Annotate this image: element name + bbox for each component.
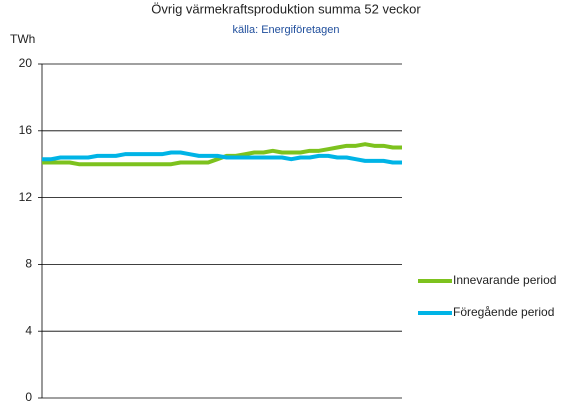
series-line — [42, 150, 402, 165]
legend-label: Innevarande period — [453, 273, 556, 287]
y-axis-label: TWh — [10, 32, 35, 46]
chart-title: Övrig värmekraftsproduktion summa 52 vec… — [151, 1, 421, 16]
legend-label: Föregående period — [453, 305, 554, 319]
y-tick-label: 16 — [19, 123, 33, 137]
y-tick-label: 12 — [19, 190, 33, 204]
chart-subtitle: källa: Energiföretagen — [232, 24, 339, 36]
y-tick-label: 8 — [25, 257, 32, 271]
y-tick-label: 4 — [25, 323, 32, 337]
y-tick-label: 20 — [19, 56, 33, 70]
y-tick-label: 0 — [25, 390, 32, 404]
